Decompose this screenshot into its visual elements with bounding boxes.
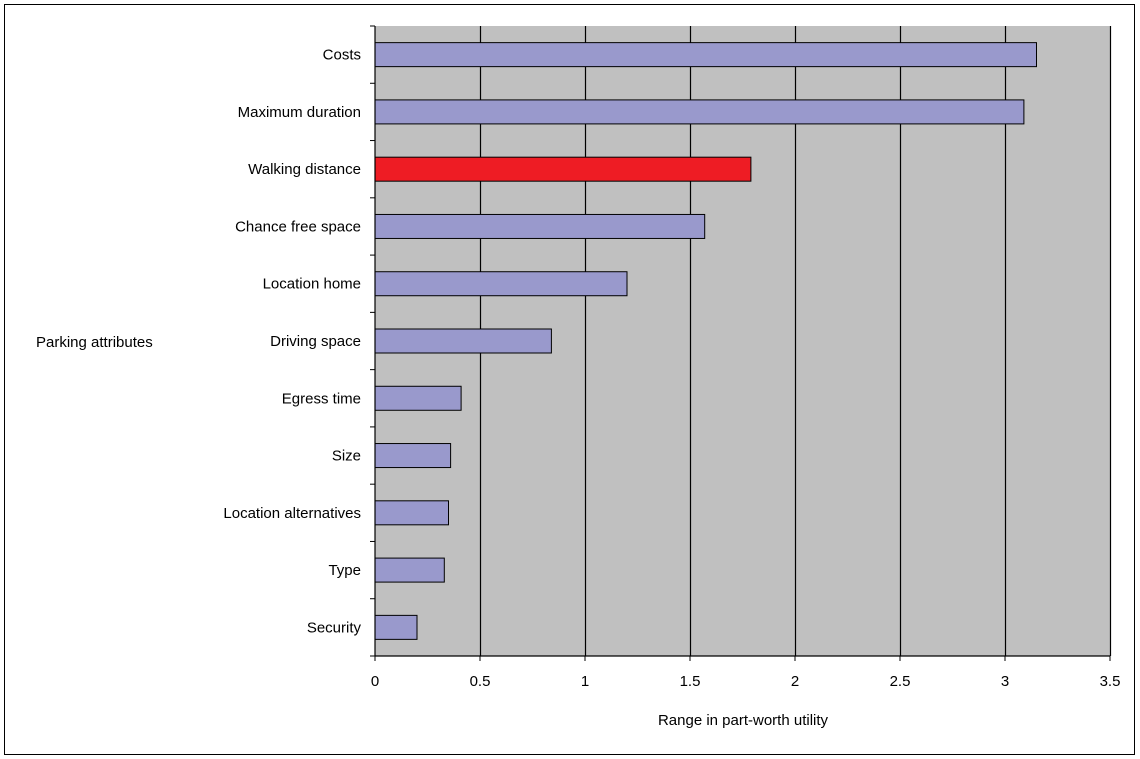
category-label: Security bbox=[307, 619, 362, 636]
bar bbox=[374, 42, 1037, 68]
x-tick-label: 3 bbox=[1001, 673, 1009, 690]
bar bbox=[374, 271, 628, 297]
category-label: Walking distance bbox=[248, 161, 361, 178]
bar bbox=[374, 328, 552, 354]
category-label: Size bbox=[332, 448, 361, 465]
gridlines bbox=[479, 26, 1112, 656]
axes bbox=[370, 25, 1111, 661]
bar bbox=[374, 443, 452, 469]
bars bbox=[374, 42, 1037, 640]
category-label: Type bbox=[328, 562, 361, 579]
y-axis-title: Parking attributes bbox=[36, 334, 153, 351]
category-label: Driving space bbox=[270, 333, 361, 350]
category-label: Costs bbox=[323, 47, 361, 64]
category-labels: Costs Maximum duration Walking distance Cha… bbox=[223, 47, 361, 637]
bar bbox=[374, 557, 445, 583]
bar bbox=[374, 385, 462, 411]
category-label: Location home bbox=[263, 276, 361, 293]
x-tick-label: 2.5 bbox=[890, 673, 911, 690]
x-axis-title: Range in part-worth utility bbox=[658, 712, 829, 729]
x-tick-label: 0 bbox=[371, 673, 379, 690]
x-tick-label: 3.5 bbox=[1100, 673, 1121, 690]
bar bbox=[374, 99, 1025, 125]
category-label: Location alternatives bbox=[223, 505, 361, 522]
category-label: Egress time bbox=[282, 390, 361, 407]
x-tick-label: 2 bbox=[791, 673, 799, 690]
bar bbox=[374, 213, 706, 239]
x-tick-label: 1.5 bbox=[680, 673, 701, 690]
bar bbox=[374, 156, 752, 182]
category-label: Maximum duration bbox=[238, 104, 361, 121]
x-tick-label: 0.5 bbox=[470, 673, 491, 690]
bar bbox=[374, 500, 449, 526]
x-tick-label: 1 bbox=[581, 673, 589, 690]
bar bbox=[374, 614, 418, 640]
x-tick-labels: 0 0.5 1 1.5 2 2.5 3 3.5 bbox=[371, 673, 1121, 690]
category-label: Chance free space bbox=[235, 218, 361, 235]
